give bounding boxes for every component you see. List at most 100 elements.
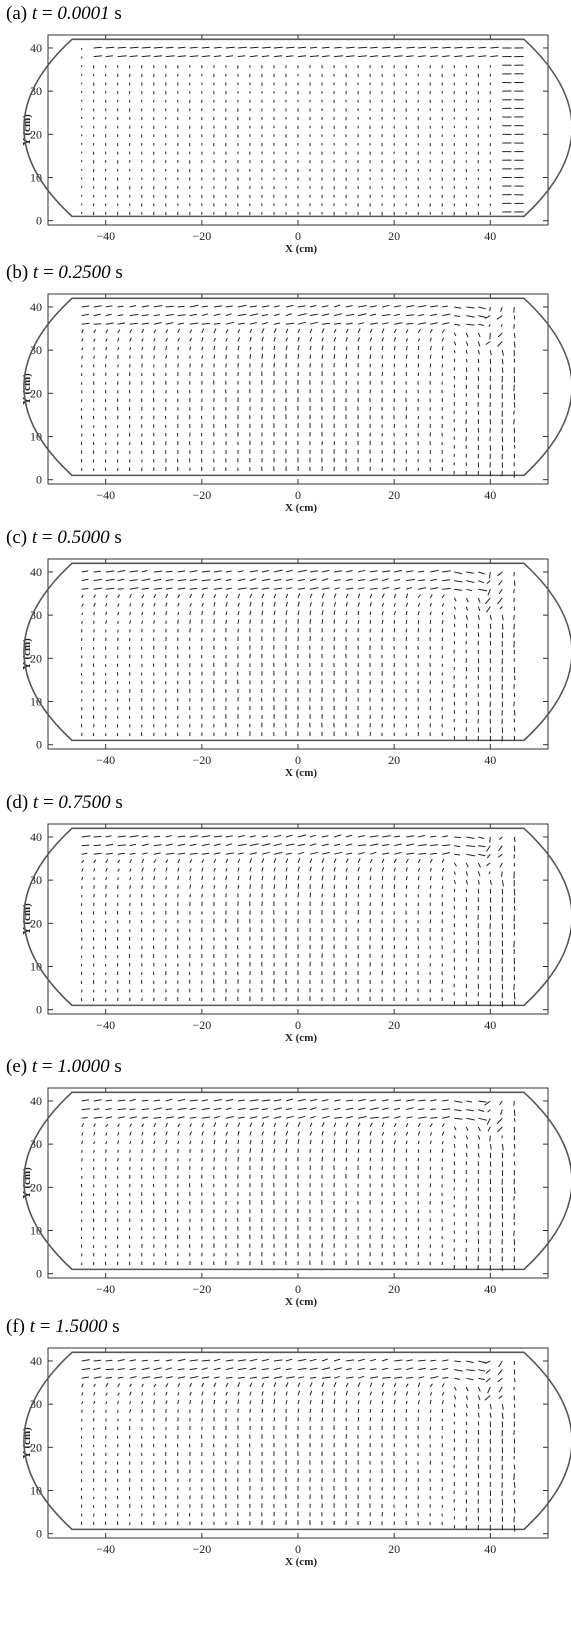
velocity-vector [273, 569, 283, 573]
velocity-vector [237, 1122, 241, 1128]
velocity-vector [297, 579, 306, 582]
velocity-vector [273, 46, 283, 49]
velocity-vector [117, 868, 120, 872]
velocity-vector [333, 610, 336, 616]
velocity-vector [177, 611, 180, 616]
velocity-vector [81, 1368, 91, 1371]
velocity-vector [357, 1131, 360, 1136]
velocity-vector [442, 1368, 448, 1371]
velocity-vector [405, 1383, 409, 1388]
velocity-vector [261, 893, 263, 898]
velocity-vector [466, 323, 475, 326]
velocity-vector [309, 46, 318, 49]
velocity-vector [93, 602, 96, 607]
velocity-vector [321, 1148, 324, 1153]
velocity-vector [129, 852, 136, 855]
velocity-vector [406, 587, 413, 590]
y-tick-label: 20 [30, 1180, 42, 1194]
velocity-vector [141, 602, 144, 607]
velocity-vector [273, 345, 276, 351]
velocity-vector [442, 588, 451, 590]
velocity-vector [498, 588, 503, 595]
velocity-vector [153, 55, 163, 58]
velocity-vector [297, 834, 307, 838]
velocity-vector [81, 588, 89, 590]
velocity-vector [201, 313, 209, 317]
velocity-vector [333, 328, 337, 334]
y-tick-label: 40 [30, 300, 42, 314]
velocity-vector [297, 1115, 306, 1119]
velocity-vector [297, 353, 300, 359]
velocity-vector [201, 602, 204, 607]
velocity-vector [93, 578, 103, 582]
velocity-vector [309, 866, 312, 872]
velocity-vector [381, 1122, 385, 1128]
velocity-vector [381, 345, 384, 351]
velocity-vector [309, 1376, 317, 1379]
velocity-vector [237, 46, 247, 49]
velocity-vector [345, 570, 353, 573]
velocity-vector [237, 313, 247, 317]
velocity-vector [201, 884, 204, 889]
velocity-vector [405, 867, 408, 872]
velocity-vector [141, 587, 149, 590]
velocity-vector [213, 1107, 222, 1111]
velocity-vector [213, 1382, 217, 1388]
time-symbol: t [31, 1056, 38, 1077]
velocity-vector [333, 1358, 341, 1362]
velocity-vector [273, 328, 277, 334]
velocity-vector [442, 1359, 449, 1362]
velocity-vector [285, 1098, 294, 1102]
velocity-vector [117, 1132, 120, 1136]
velocity-vector [345, 328, 349, 334]
velocity-vector [261, 1382, 265, 1388]
velocity-vector [393, 867, 396, 872]
velocity-vector [333, 587, 340, 590]
velocity-vector [346, 1368, 352, 1371]
velocity-vector [513, 710, 516, 716]
equals-sign: = [42, 262, 54, 283]
velocity-vector [381, 619, 384, 624]
velocity-vector [441, 603, 445, 607]
velocity-vector [478, 836, 485, 840]
velocity-vector [477, 614, 480, 620]
velocity-vector [141, 328, 145, 334]
velocity-vector [489, 836, 491, 843]
velocity-vector [117, 314, 124, 317]
velocity-vector [93, 587, 102, 590]
velocity-vector [117, 364, 119, 368]
velocity-vector [117, 347, 120, 351]
velocity-vector [405, 1140, 408, 1145]
velocity-vector [177, 346, 179, 351]
velocity-vector [261, 858, 265, 864]
velocity-vector [177, 1131, 180, 1136]
velocity-vector [273, 587, 283, 590]
velocity-vector [93, 1108, 100, 1111]
velocity-vector [153, 835, 161, 838]
velocity-vector [429, 1399, 432, 1405]
velocity-vector [273, 1122, 277, 1128]
velocity-vector [321, 1417, 323, 1422]
velocity-vector [141, 569, 148, 573]
velocity-vector [153, 593, 157, 599]
velocity-vector [273, 843, 282, 847]
velocity-vector [105, 1359, 113, 1362]
velocity-vector [490, 55, 499, 58]
velocity-vector [357, 322, 365, 325]
velocity-vector [442, 1116, 451, 1119]
velocity-vector [237, 835, 245, 838]
velocity-vector [201, 1367, 208, 1371]
velocity-vector [249, 1116, 258, 1119]
velocity-vector [406, 570, 414, 573]
velocity-vector [177, 876, 180, 881]
velocity-vector [141, 1140, 144, 1145]
velocity-vector [297, 593, 301, 599]
velocity-vector [141, 835, 149, 838]
velocity-vector [177, 885, 179, 889]
velocity-vector [105, 603, 108, 607]
velocity-vector [484, 1100, 491, 1106]
velocity-vector [153, 587, 163, 590]
velocity-vector [465, 367, 468, 372]
velocity-vector [297, 1408, 300, 1413]
